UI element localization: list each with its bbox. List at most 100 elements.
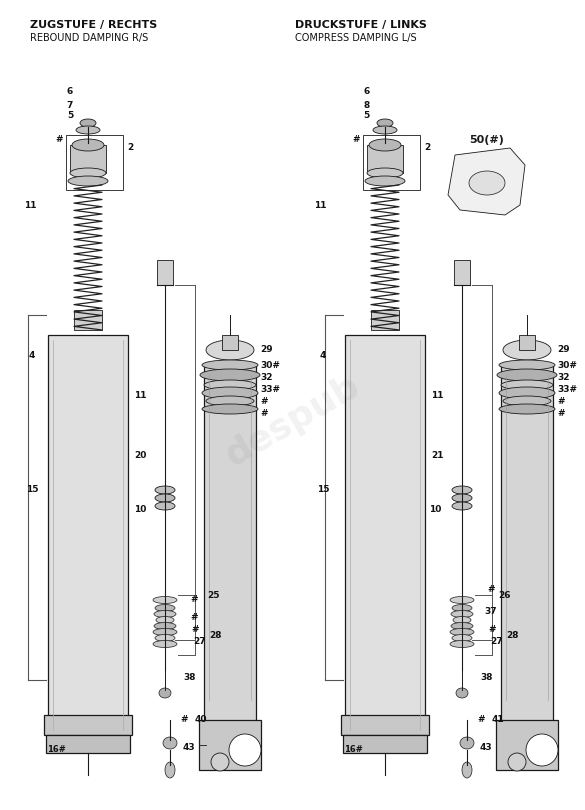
Text: #: #	[260, 408, 267, 417]
Text: REBOUND DAMPING R/S: REBOUND DAMPING R/S	[30, 33, 148, 43]
Text: 50(#): 50(#)	[470, 135, 504, 145]
Ellipse shape	[202, 387, 258, 399]
Polygon shape	[204, 365, 256, 750]
Polygon shape	[44, 715, 132, 735]
Text: 2: 2	[127, 143, 133, 152]
Polygon shape	[454, 260, 470, 285]
Ellipse shape	[503, 340, 551, 360]
Ellipse shape	[200, 369, 260, 381]
Ellipse shape	[70, 168, 106, 178]
Text: 29: 29	[260, 346, 273, 355]
Text: 5: 5	[67, 112, 73, 121]
Text: 4: 4	[320, 351, 326, 360]
Ellipse shape	[469, 171, 505, 195]
Text: 43: 43	[480, 744, 493, 752]
Ellipse shape	[526, 734, 558, 766]
Text: 40: 40	[195, 715, 208, 724]
Text: 30#: 30#	[260, 360, 280, 369]
Ellipse shape	[456, 688, 468, 698]
Text: 11: 11	[134, 390, 146, 399]
Ellipse shape	[206, 396, 254, 406]
Text: #: #	[190, 595, 198, 604]
Text: #: #	[557, 397, 565, 406]
Ellipse shape	[501, 380, 553, 390]
Text: #: #	[477, 715, 484, 724]
Text: #: #	[56, 135, 63, 144]
Ellipse shape	[72, 139, 104, 151]
Text: 16#: 16#	[47, 745, 66, 754]
Ellipse shape	[452, 486, 472, 494]
Polygon shape	[70, 145, 106, 173]
Text: 11: 11	[24, 201, 36, 210]
Ellipse shape	[154, 611, 176, 617]
Text: 15: 15	[316, 485, 329, 494]
Text: 4: 4	[29, 351, 35, 360]
Polygon shape	[519, 335, 535, 350]
Ellipse shape	[499, 404, 555, 414]
Text: 10: 10	[429, 505, 441, 514]
Ellipse shape	[80, 119, 96, 127]
Ellipse shape	[508, 753, 526, 771]
Ellipse shape	[68, 176, 108, 186]
Text: 2: 2	[424, 143, 430, 152]
Text: #: #	[180, 715, 188, 724]
Ellipse shape	[155, 486, 175, 494]
Text: 20: 20	[134, 450, 146, 459]
Ellipse shape	[377, 119, 393, 127]
Ellipse shape	[154, 623, 176, 629]
Text: 33#: 33#	[260, 385, 280, 394]
Text: 41: 41	[492, 715, 505, 724]
Ellipse shape	[462, 762, 472, 778]
Text: 11: 11	[431, 390, 443, 399]
Text: 29: 29	[557, 346, 570, 355]
Text: #: #	[190, 613, 198, 623]
Text: 32: 32	[557, 373, 570, 382]
Ellipse shape	[153, 629, 177, 636]
Ellipse shape	[453, 616, 471, 624]
Ellipse shape	[76, 126, 100, 134]
Ellipse shape	[460, 737, 474, 749]
Ellipse shape	[163, 737, 177, 749]
Ellipse shape	[155, 494, 175, 502]
Polygon shape	[199, 720, 261, 770]
Polygon shape	[48, 335, 128, 750]
Text: 28: 28	[506, 630, 518, 640]
Ellipse shape	[229, 734, 261, 766]
Text: 6: 6	[67, 87, 73, 96]
Polygon shape	[448, 148, 525, 215]
Ellipse shape	[451, 611, 473, 617]
Ellipse shape	[369, 139, 401, 151]
Ellipse shape	[450, 629, 474, 636]
Text: 5: 5	[364, 112, 370, 121]
Text: 27: 27	[490, 637, 503, 646]
Ellipse shape	[155, 604, 175, 612]
Ellipse shape	[159, 688, 171, 698]
Ellipse shape	[204, 380, 256, 390]
Ellipse shape	[155, 634, 175, 642]
Text: 33#: 33#	[557, 385, 577, 394]
Text: 21: 21	[431, 450, 443, 459]
Text: 38: 38	[183, 672, 195, 681]
Text: 32: 32	[260, 373, 273, 382]
Text: #: #	[557, 408, 565, 417]
Text: 8: 8	[364, 100, 370, 109]
Ellipse shape	[202, 360, 258, 370]
Ellipse shape	[499, 360, 555, 370]
Polygon shape	[74, 310, 102, 330]
Text: 37: 37	[484, 608, 497, 616]
Ellipse shape	[165, 762, 175, 778]
Text: 26: 26	[498, 591, 511, 600]
Ellipse shape	[452, 604, 472, 612]
Polygon shape	[367, 145, 403, 173]
Text: 7: 7	[67, 100, 73, 109]
Ellipse shape	[452, 494, 472, 502]
Polygon shape	[157, 260, 173, 285]
Ellipse shape	[497, 369, 557, 381]
Text: #: #	[260, 397, 267, 406]
Ellipse shape	[373, 126, 397, 134]
Ellipse shape	[452, 502, 472, 510]
Ellipse shape	[155, 502, 175, 510]
Text: #: #	[487, 586, 494, 595]
Text: ZUGSTUFE / RECHTS: ZUGSTUFE / RECHTS	[30, 20, 157, 30]
Text: #: #	[488, 625, 495, 634]
